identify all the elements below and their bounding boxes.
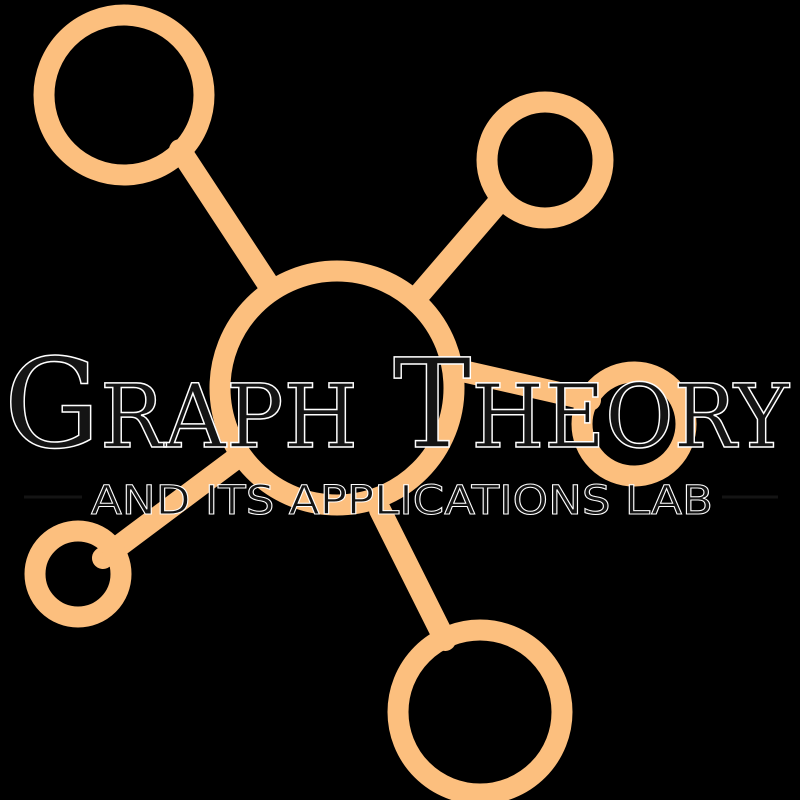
title-graph-rest: RAPH — [100, 365, 358, 468]
title-graph-initial: G — [4, 333, 100, 477]
edge-right — [447, 359, 601, 411]
node-top-right — [476, 91, 614, 229]
logo-subtitle: AND ITS APPLICATIONS LAB — [91, 478, 713, 524]
title-theory-rest: HEORY — [471, 365, 789, 468]
edge-top-right — [407, 192, 509, 307]
logo-title-graph: GRAPH — [4, 333, 358, 477]
node-center — [209, 260, 465, 516]
graph-edges — [92, 139, 601, 651]
node-left — [24, 520, 132, 628]
node-right — [571, 361, 697, 487]
edge-top-left — [169, 139, 283, 301]
logo-title-theory: THEORY — [393, 333, 790, 477]
edge-left — [92, 449, 245, 569]
graph-nodes — [24, 4, 697, 800]
title-theory-initial: T — [393, 333, 471, 477]
node-top-left — [33, 4, 215, 186]
node-bottom — [387, 619, 573, 800]
edge-bottom — [369, 499, 456, 651]
